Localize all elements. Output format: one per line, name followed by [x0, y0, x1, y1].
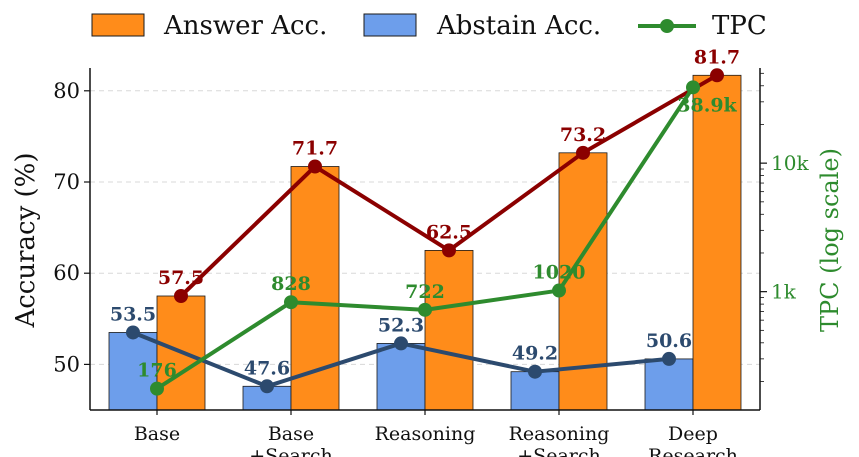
answer-data-label: 71.7	[292, 137, 338, 159]
axes: 50 60 70 80 1k 10k Base Base +Search Reasoning Rea…	[53, 68, 809, 457]
answer-data-label: 62.5	[426, 221, 472, 243]
legend: Answer Acc. Abstain Acc. TPC	[91, 11, 767, 41]
abstain-point	[662, 351, 676, 366]
bar-abstain	[376, 343, 426, 411]
tpc-point	[150, 381, 164, 396]
answer-data-label: 57.5	[158, 267, 204, 289]
abstain-data-label: 52.3	[378, 314, 424, 336]
y2-tick-label: 10k	[771, 151, 809, 175]
y-tick-label: 70	[53, 170, 80, 194]
abstain-data-label: 49.2	[512, 343, 558, 365]
legend-label-abstain: Abstain Acc.	[436, 11, 601, 41]
legend-swatch-answer	[91, 13, 145, 37]
tpc-point	[418, 302, 432, 317]
bar-abstain	[644, 358, 694, 411]
bar-answer	[692, 74, 742, 411]
answer-point	[576, 145, 590, 160]
abstain-point	[394, 336, 408, 351]
abstain-point	[260, 379, 274, 394]
bar-answer	[424, 249, 474, 411]
tpc-data-label: 38.9k	[677, 94, 737, 116]
tpc-data-label: 176	[137, 360, 177, 382]
abstain-point	[528, 364, 542, 379]
legend-label-answer: Answer Acc.	[163, 11, 327, 41]
answer-data-label: 81.7	[694, 46, 740, 68]
y-tick-label: 80	[53, 79, 80, 103]
legend-swatch-abstain	[363, 13, 417, 37]
tpc-data-label: 722	[405, 281, 445, 303]
abstain-data-label: 47.6	[244, 357, 290, 379]
answer-data-label: 73.2	[560, 124, 606, 146]
bar-abstain	[108, 332, 158, 411]
y2-axis-label: TPC (log scale)	[816, 148, 844, 332]
series-lines	[126, 68, 724, 396]
x-tick-label: Base	[134, 423, 180, 445]
y-tick-label: 50	[53, 352, 80, 376]
tpc-point	[686, 80, 700, 95]
y-tick-label: 60	[53, 261, 80, 285]
answer-point	[308, 159, 322, 174]
abstain-point	[126, 325, 140, 340]
data-labels: 57.5 71.7 62.5 73.2 81.7 53.5 47.6 52.3 49.2 50.6…	[110, 46, 740, 381]
answer-point	[174, 289, 188, 303]
tpc-point	[552, 283, 566, 298]
legend-swatch-tpc-marker	[660, 19, 674, 33]
abstain-data-label: 53.5	[110, 303, 156, 325]
x-tick-label: Reasoning +Search	[509, 423, 610, 457]
y-axis-label: Accuracy (%)	[11, 152, 41, 328]
x-tick-label: Base +Search	[249, 423, 332, 457]
x-tick-label: Reasoning	[375, 423, 476, 445]
y2-tick-label: 1k	[771, 280, 797, 304]
tpc-data-label: 828	[271, 273, 311, 295]
legend-label-tpc: TPC	[712, 11, 767, 41]
answer-point	[710, 68, 724, 83]
tpc-point	[284, 295, 298, 310]
answer-point	[442, 243, 456, 258]
abstain-data-label: 50.6	[646, 330, 692, 352]
x-tick-label: Deep Research	[648, 423, 738, 457]
tpc-data-label: 1020	[533, 262, 586, 284]
